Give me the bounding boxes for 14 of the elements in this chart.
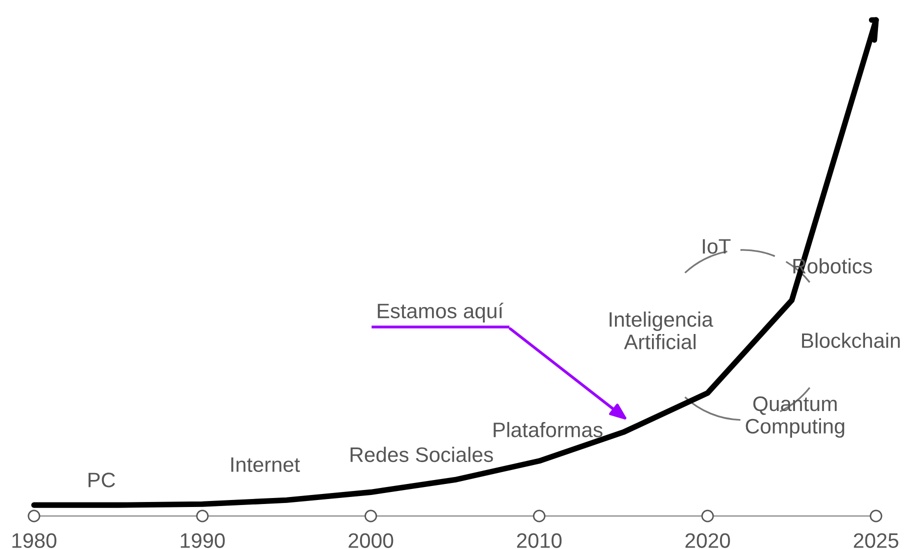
x-tick-label: 1980 — [12, 533, 56, 548]
annotation: IoT — [702, 239, 731, 254]
annotation: Blockchain — [802, 332, 900, 348]
x-tick-label: 2000 — [348, 533, 394, 548]
annotation: Plataformas — [494, 422, 602, 438]
x-tick-label: 2010 — [517, 533, 562, 548]
annotation: Estamos aquí — [378, 302, 504, 322]
annotation: Inteligencia Artificial — [610, 312, 714, 350]
x-tick-label: 2020 — [685, 533, 730, 548]
annotation: PC — [88, 472, 116, 488]
annotation: Internet — [231, 457, 300, 472]
annotation: Redes Sociales — [350, 446, 493, 462]
x-tick-label: 2025 — [854, 533, 898, 548]
x-tick-label: 1990 — [180, 533, 225, 548]
